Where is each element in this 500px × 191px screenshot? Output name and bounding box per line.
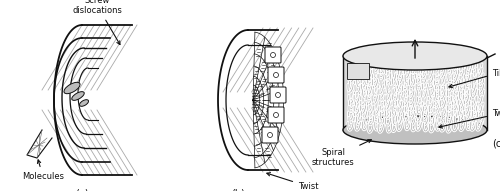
Text: Twist: Twist [439,108,500,128]
Text: Molecules: Molecules [22,160,64,181]
Text: Tilt: Tilt [449,69,500,88]
FancyBboxPatch shape [265,47,281,63]
Text: Twist: Twist [267,173,318,191]
FancyBboxPatch shape [268,67,284,83]
Ellipse shape [72,92,84,100]
Text: (b): (b) [231,188,245,191]
FancyBboxPatch shape [347,63,369,79]
Bar [343,56,487,131]
Ellipse shape [343,42,487,70]
Text: Screw
dislocations: Screw dislocations [72,0,122,45]
Text: (c): (c) [492,138,500,148]
FancyBboxPatch shape [268,107,284,123]
FancyBboxPatch shape [270,87,286,103]
Ellipse shape [80,100,88,106]
Text: (a): (a) [75,188,89,191]
Text: Spiral
structures: Spiral structures [312,140,372,167]
FancyBboxPatch shape [262,127,278,143]
Ellipse shape [343,116,487,144]
Ellipse shape [64,82,80,94]
